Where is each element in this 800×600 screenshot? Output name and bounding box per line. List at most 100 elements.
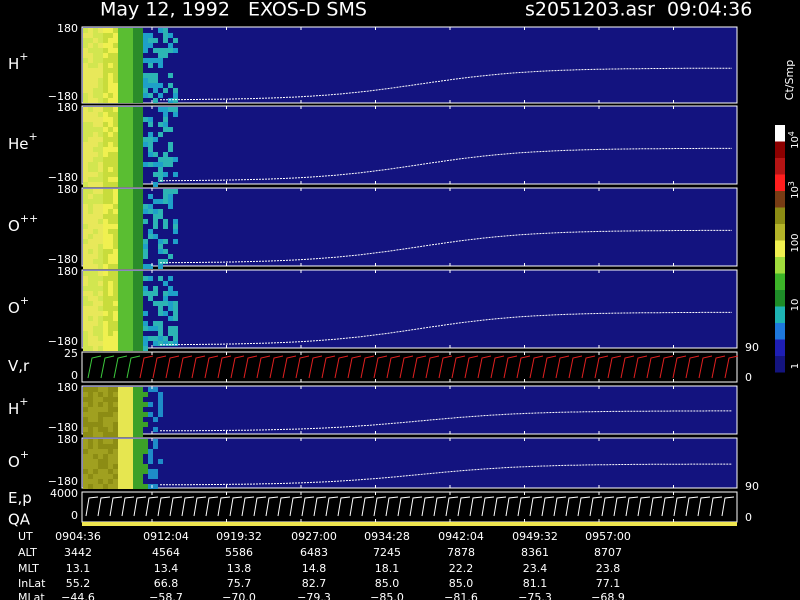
energy-trace: [121, 496, 135, 517]
spectrogram-cell: [88, 142, 93, 147]
spectrogram-cell: [158, 311, 163, 316]
spectrogram-cell: [158, 259, 163, 264]
spectrogram-cell: [98, 137, 103, 142]
spectrogram-cell: [118, 162, 123, 167]
spectrogram-cell: [88, 427, 93, 432]
spectrogram-cell: [98, 68, 103, 73]
spectrogram-cell: [158, 167, 163, 172]
spectrogram-cell: [118, 271, 123, 276]
spectrogram-cell: [138, 63, 143, 68]
spectrogram-cell: [173, 336, 178, 341]
spectrogram-cell: [103, 336, 108, 341]
spectrogram-cell: [123, 167, 128, 172]
spectrogram-cell: [153, 58, 158, 63]
spectrogram-cell: [163, 199, 168, 204]
energy-trace: [721, 496, 735, 517]
spectrogram-cell: [118, 484, 123, 489]
spectrogram-cell: [158, 336, 163, 341]
spectrogram-cell: [113, 234, 118, 239]
spectrogram-cell: [103, 194, 108, 199]
panel-label: H+: [8, 395, 29, 418]
spectrogram-cell: [128, 219, 133, 224]
velocity-trace: [672, 355, 687, 379]
spectrogram-cell: [128, 397, 133, 402]
spectrogram-cell: [113, 132, 118, 137]
spectrogram-cell: [138, 469, 143, 474]
spectrogram-cell: [93, 189, 98, 194]
spectrogram-cell: [123, 244, 128, 249]
energy-trace: [349, 496, 363, 517]
spectrogram-cell: [113, 346, 118, 351]
spectrogram-cell: [133, 48, 138, 53]
label-text: He: [8, 135, 29, 153]
spectrogram-cell: [83, 249, 88, 254]
label-text: H: [8, 400, 19, 418]
energy-trace: [205, 496, 219, 517]
spectrogram-cell: [103, 48, 108, 53]
spectrogram-cell: [88, 439, 93, 444]
spectrogram-cell: [138, 341, 143, 346]
label-sup: +: [20, 448, 29, 461]
spectrogram-cell: [138, 142, 143, 147]
spectrogram-cell: [138, 53, 143, 58]
spectrogram-cell: [83, 58, 88, 63]
spectrogram-cell: [138, 194, 143, 199]
spectrogram-cell: [103, 459, 108, 464]
spectrogram-cell: [173, 172, 178, 177]
spectrogram-cell: [98, 459, 103, 464]
spectrogram-cell: [113, 264, 118, 269]
velocity-trace: [477, 355, 492, 379]
spectrogram-cell: [83, 254, 88, 259]
spectrogram-cell: [93, 316, 98, 321]
spectrogram-cell: [88, 224, 93, 229]
spectrogram-cell: [128, 122, 133, 127]
spectrogram-cell: [93, 28, 98, 33]
spectrogram-cell: [158, 331, 163, 336]
spectrogram-cell: [128, 214, 133, 219]
velocity-trace: [412, 355, 427, 379]
spectrogram-cell: [138, 88, 143, 93]
spectrogram-cell: [168, 83, 173, 88]
velocity-trace: [464, 355, 479, 379]
spectrogram-cell: [153, 469, 158, 474]
spectrogram-cell: [128, 301, 133, 306]
spectrogram-cell: [138, 479, 143, 484]
spectrogram-cell: [83, 264, 88, 269]
spectrogram-cell: [98, 301, 103, 306]
spectrogram-cell: [158, 209, 163, 214]
spectrogram-cell: [83, 167, 88, 172]
spectrogram-cell: [103, 53, 108, 58]
spectrogram-cell: [158, 63, 163, 68]
spectrogram-cell: [93, 107, 98, 112]
spectrogram-cell: [108, 167, 113, 172]
spectrogram-cell: [138, 484, 143, 489]
spectrogram-cell: [123, 296, 128, 301]
energy-trace: [409, 496, 423, 517]
colorbar-base: 100: [790, 233, 800, 252]
spectrogram-cell: [163, 48, 168, 53]
spectrogram-cell: [93, 402, 98, 407]
spectrogram-cell: [123, 98, 128, 103]
spectrogram-cell: [118, 219, 123, 224]
spectrogram-cell: [123, 229, 128, 234]
spectrogram-cell: [103, 244, 108, 249]
colorbar-label: 100: [790, 233, 800, 252]
spectrogram-cell: [128, 341, 133, 346]
spectrogram-cell: [98, 112, 103, 117]
spectrogram-cell: [128, 142, 133, 147]
spectrogram-cell: [103, 167, 108, 172]
spectrogram-cell: [148, 73, 153, 78]
spectrogram-cell: [133, 117, 138, 122]
spectrogram-cell: [98, 58, 103, 63]
spectrogram-cell: [88, 271, 93, 276]
colorbar-units: Ct/Smp: [783, 60, 796, 100]
spectrogram-cell: [93, 422, 98, 427]
spectrogram-cell: [148, 162, 153, 167]
spectrogram-cell: [128, 474, 133, 479]
spectrogram-cell: [128, 63, 133, 68]
colorbar-label: 1: [790, 363, 800, 369]
velocity-trace: [347, 355, 362, 379]
spectrogram-cell: [123, 306, 128, 311]
spectrogram-cell: [98, 439, 103, 444]
row-name: MLat: [18, 591, 45, 600]
